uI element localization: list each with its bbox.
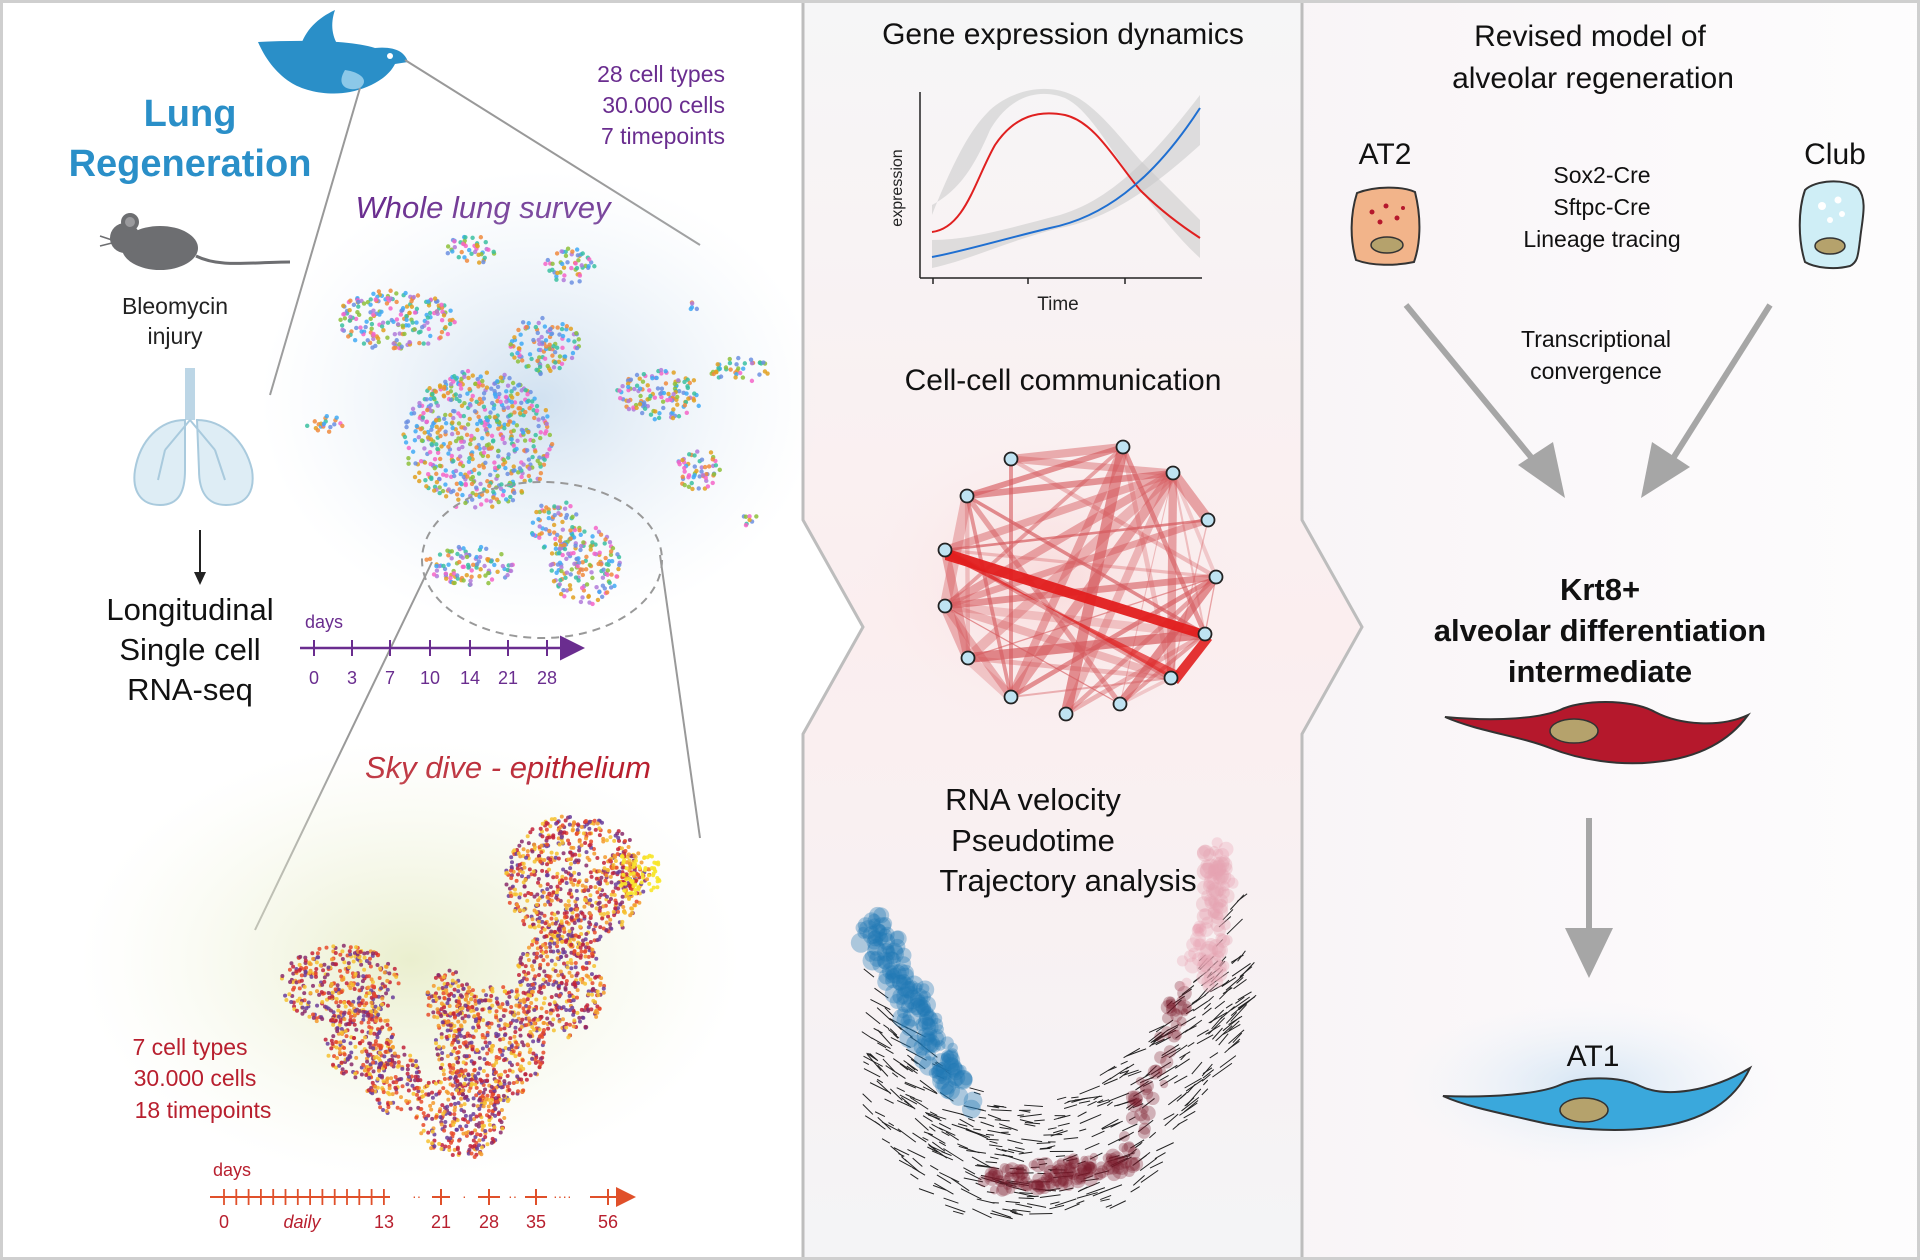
gene-expression-ylabel: expression [889,149,906,226]
model-title-line1: Revised model of [1474,20,1706,53]
survey-tick-7: 7 [385,668,395,688]
network-node [1165,465,1181,481]
skydive-timeline-label: days [213,1160,251,1180]
network-node [1208,569,1224,585]
skydive-tick-35: 35 [526,1212,546,1232]
club-label: Club [1804,138,1866,171]
network-node [959,488,975,504]
method-line2: Single cell [119,632,260,667]
title-regeneration: Regeneration [69,143,312,185]
network-node [937,542,953,558]
bird-icon [258,10,408,94]
velocity-line3: Trajectory analysis [939,863,1196,898]
krt8-cell-icon [1444,701,1752,765]
network-node [1200,512,1216,528]
lineage-method3: Lineage tracing [1523,226,1680,252]
network-node [1003,689,1019,705]
skydive-tick-13: 13 [374,1212,394,1232]
lineage-method2: Sftpc-Cre [1553,194,1650,220]
lineage-method1: Sox2-Cre [1553,162,1650,188]
club-cell-icon [1798,180,1865,270]
survey-tick-3: 3 [347,668,357,688]
club-convergence-arrow [1641,303,1773,498]
skydive-stat2: 30.000 cells [134,1065,257,1091]
network-node [1163,670,1179,686]
survey-timeline: days 0 3 7 10 14 21 28 [300,612,585,688]
gene-expression-xlabel: Time [1037,294,1079,315]
communication-network [850,420,1250,740]
panel-divider-right [1300,0,1364,1260]
convergence-line1: Transcriptional [1521,326,1671,352]
network-node [1003,451,1019,467]
skydive-umap [80,740,740,1180]
gene-expression-title: Gene expression dynamics [882,18,1244,51]
survey-tick-14: 14 [460,668,480,688]
differentiation-arrow [1565,818,1613,978]
network-node [1058,706,1074,722]
lung-icon [133,368,254,507]
skydive-stat1: 7 cell types [132,1034,247,1060]
survey-tick-21: 21 [498,668,518,688]
gene-expression-plot: expression Time [889,88,1202,315]
skydive-tick-28: 28 [479,1212,499,1232]
survey-tick-0: 0 [309,668,319,688]
svg-text:··: ·· [412,1188,421,1204]
convergence-line2: convergence [1530,358,1662,384]
strong-interaction-band [945,548,1205,640]
skydive-stat3: 18 timepoints [135,1097,272,1123]
skydive-timeline: days ·· · ·· ···· 0 daily 13 21 28 35 56 [210,1160,636,1232]
title-lung: Lung [144,93,237,135]
survey-timeline-label: days [305,612,343,632]
at2-convergence-arrow [1403,303,1565,498]
red-gene-curve [931,112,1201,239]
at2-label: AT2 [1359,138,1412,171]
survey-tick-10: 10 [420,668,440,688]
krt8-line3: intermediate [1508,654,1692,689]
epithelium-selection [421,481,663,639]
skydive-tick-daily: daily [283,1212,321,1232]
network-node [1197,626,1213,642]
krt8-line2: alveolar differentiation [1434,613,1766,648]
cell-communication-title: Cell-cell communication [905,364,1222,397]
velocity-plot [850,837,1257,1220]
krt8-line1: Krt8+ [1560,572,1640,607]
method-line3: RNA-seq [127,672,253,707]
at1-cell-icon [1442,1065,1753,1131]
survey-stat1: 28 cell types [597,61,725,87]
survey-tick-28: 28 [537,668,557,688]
model-title-line2: alveolar regeneration [1452,62,1734,95]
method-line1: Longitudinal [106,592,273,627]
velocity-line1: RNA velocity [945,782,1121,817]
svg-text:··: ·· [508,1188,517,1204]
injury-line1: Bleomycin [122,293,228,319]
skydive-tick-0: 0 [219,1212,229,1232]
blue-gene-curve [931,107,1201,258]
network-node [1115,439,1131,455]
svg-text:·: · [462,1188,467,1204]
survey-stat3: 7 timepoints [601,123,725,149]
injury-line2: injury [148,323,203,349]
network-node [937,598,953,614]
mouse-icon [99,213,291,270]
network-node [960,650,976,666]
at2-cell-icon [1350,186,1421,266]
at1-label: AT1 [1567,1040,1620,1073]
survey-umap [260,170,820,639]
velocity-line2: Pseudotime [951,823,1115,858]
survey-stat2: 30.000 cells [602,92,725,118]
skydive-tick-56: 56 [598,1212,618,1232]
svg-text:····: ···· [553,1188,572,1204]
network-node [1112,696,1128,712]
skydive-tick-21: 21 [431,1212,451,1232]
